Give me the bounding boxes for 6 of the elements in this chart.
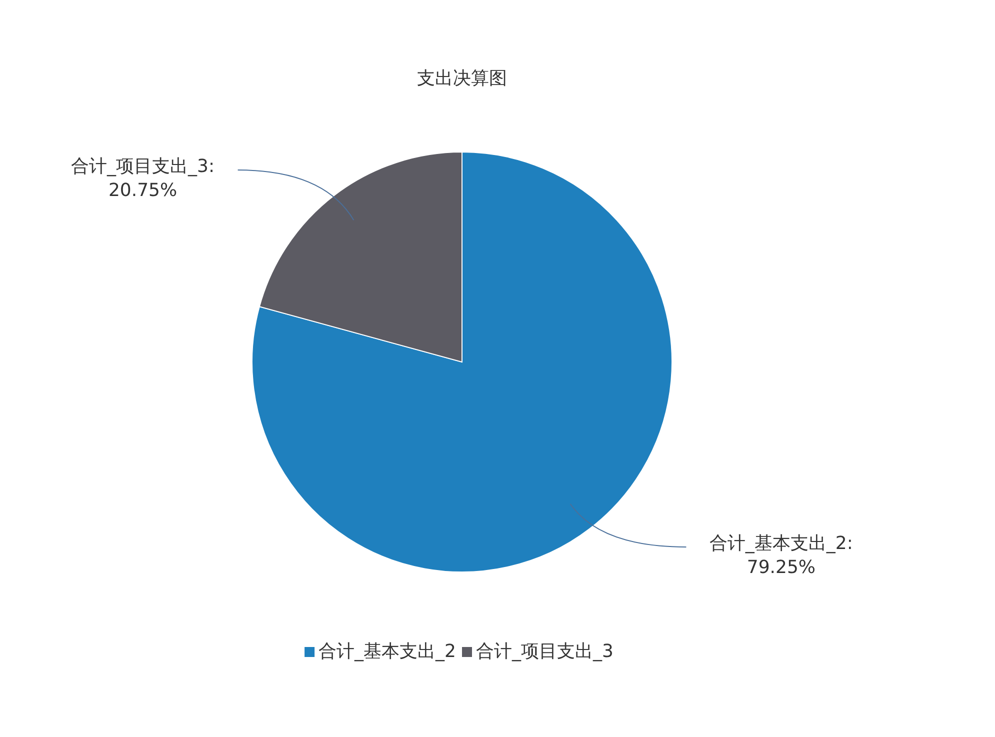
legend-label: 合计_基本支出_2 [318, 641, 456, 662]
pie-slice [252, 152, 672, 572]
data-label: 合计_项目支出_3: 20.75% [71, 156, 215, 202]
chart-title: 支出决算图 [417, 68, 507, 89]
data-label: 合计_基本支出_2: 79.25% [709, 532, 853, 578]
legend-label: 合计_项目支出_3 [476, 641, 614, 662]
